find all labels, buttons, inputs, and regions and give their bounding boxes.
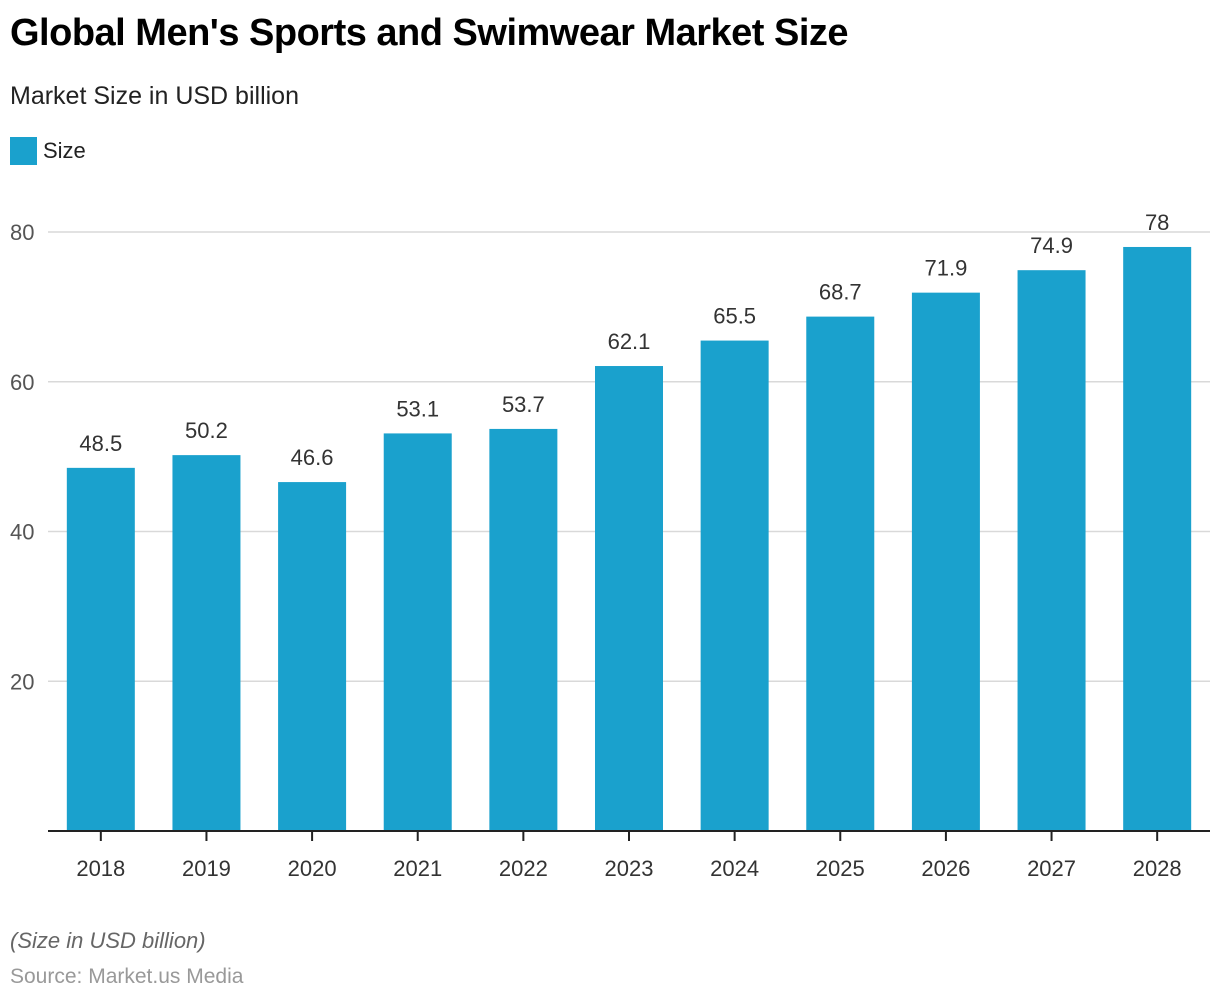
y-tick-label: 60 [10,370,34,395]
x-tick-label: 2021 [393,856,442,881]
bar [595,366,663,831]
bar [1017,270,1086,831]
x-tick-label: 2018 [76,856,125,881]
x-tick-label: 2028 [1133,856,1182,881]
bar [489,428,558,831]
data-label: 53.1 [396,396,439,421]
chart-subtitle: Market Size in USD billion [10,82,299,110]
x-tick-label: 2023 [605,856,654,881]
legend-label-size: Size [43,138,86,163]
y-tick-label: 40 [10,520,34,545]
data-label: 50.2 [185,418,228,443]
bars [66,246,1192,832]
data-label: 74.9 [1030,233,1073,258]
bar [66,467,135,831]
data-labels: 48.5 50.2 46.6 53.1 53.7 62.1 65.5 68.7 71.9 74.9… [79,210,1169,470]
y-axis-ticks: 20 40 60 80 [10,220,34,694]
bar [806,316,875,831]
legend: Size [10,137,86,165]
legend-swatch-size [10,137,37,165]
x-axis: 2018 2019 2020 2021 2022 2023 2024 2025 2026 2027… [48,830,1210,881]
data-label: 65.5 [713,304,756,329]
y-tick-label: 80 [10,220,34,245]
chart-source: Source: Market.us Media [10,965,244,988]
x-tick-label: 2026 [921,856,970,881]
bar [278,482,347,831]
data-label: 46.6 [291,445,334,470]
bar [172,455,241,831]
chart-title: Global Men's Sports and Swimwear Market … [10,12,849,54]
data-label: 48.5 [79,431,122,456]
x-tick-label: 2022 [499,856,548,881]
y-tick-label: 20 [10,669,34,694]
data-label: 53.7 [502,392,545,417]
bar [1123,246,1192,832]
data-label: 68.7 [819,280,862,305]
data-label: 71.9 [924,256,967,281]
bar [700,340,769,831]
data-label: 78 [1145,210,1169,235]
x-tick-label: 2027 [1027,856,1076,881]
chart-note: (Size in USD billion) [10,928,206,953]
x-tick-label: 2025 [816,856,865,881]
x-tick-label: 2024 [710,856,759,881]
bar [911,292,980,831]
x-tick-label: 2019 [182,856,231,881]
x-tick-label: 2020 [288,856,337,881]
data-label: 62.1 [608,329,651,354]
bar [383,433,452,831]
